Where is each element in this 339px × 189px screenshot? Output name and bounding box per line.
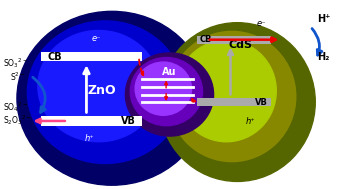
FancyArrowPatch shape: [312, 29, 322, 55]
Ellipse shape: [125, 53, 214, 136]
Text: SO$_4$$^{2-}$: SO$_4$$^{2-}$: [3, 100, 28, 114]
Text: H⁺: H⁺: [317, 14, 330, 24]
Ellipse shape: [17, 11, 207, 185]
Ellipse shape: [168, 31, 296, 162]
FancyBboxPatch shape: [197, 36, 271, 44]
Text: ZnO: ZnO: [87, 84, 116, 97]
Text: H₂: H₂: [317, 52, 330, 62]
Text: S$^{2-}$: S$^{2-}$: [10, 70, 25, 83]
Text: VB: VB: [121, 116, 136, 126]
Ellipse shape: [177, 40, 276, 142]
Text: CB: CB: [200, 35, 213, 44]
FancyBboxPatch shape: [41, 116, 142, 126]
Text: Au: Au: [162, 67, 177, 77]
Text: h⁺: h⁺: [246, 117, 256, 126]
Text: e⁻: e⁻: [92, 34, 101, 43]
Text: SO$_3$$^{2-}$: SO$_3$$^{2-}$: [3, 56, 28, 70]
Text: e⁻: e⁻: [256, 19, 266, 28]
Text: VB: VB: [255, 98, 268, 107]
Text: CB: CB: [47, 52, 62, 62]
Ellipse shape: [27, 21, 183, 163]
Ellipse shape: [159, 23, 315, 181]
FancyBboxPatch shape: [197, 98, 271, 106]
Text: CdS: CdS: [229, 40, 253, 50]
Ellipse shape: [38, 30, 159, 142]
FancyArrowPatch shape: [33, 77, 45, 112]
Ellipse shape: [130, 57, 203, 126]
Ellipse shape: [135, 62, 192, 115]
Text: h⁺: h⁺: [85, 134, 95, 143]
FancyBboxPatch shape: [41, 52, 142, 61]
Text: S$_2$O$_3$$^{2-}$: S$_2$O$_3$$^{2-}$: [3, 113, 32, 127]
